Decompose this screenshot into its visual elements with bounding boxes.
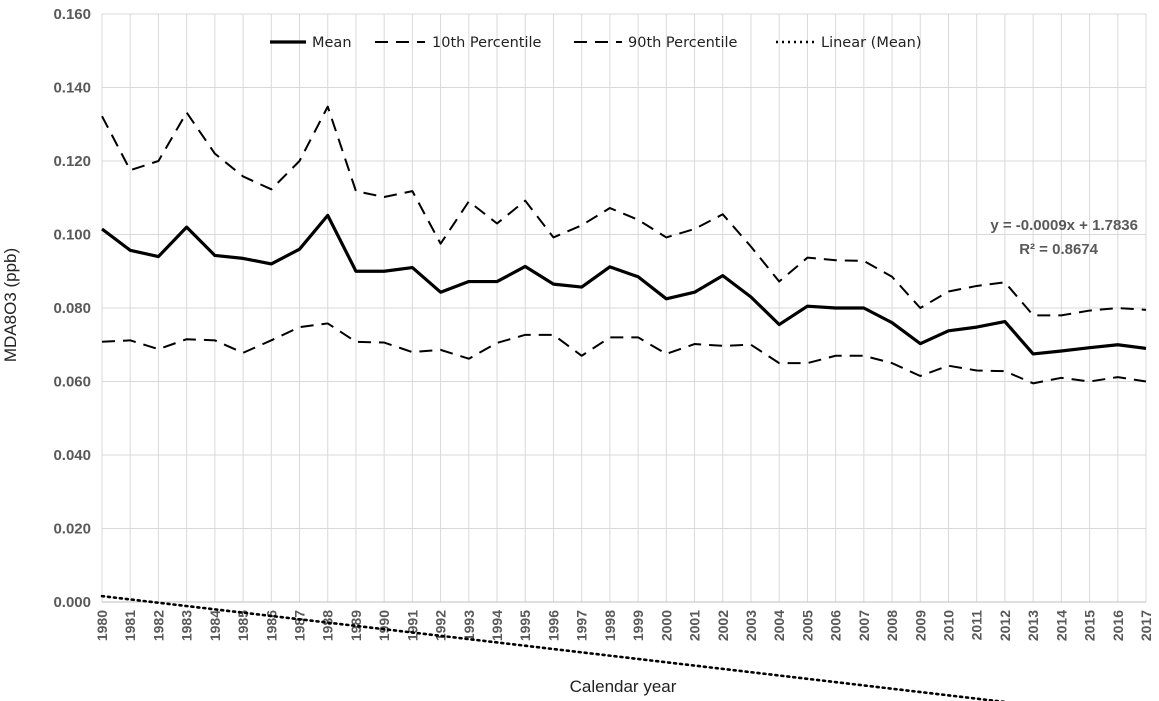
legend: Mean 10th Percentile 90th Percentile Lin… bbox=[270, 35, 922, 51]
x-tick-label: 1984 bbox=[207, 610, 223, 641]
x-tick-label: 2008 bbox=[884, 610, 900, 641]
x-tick-label: 1997 bbox=[574, 610, 590, 641]
x-tick-label: 2000 bbox=[658, 610, 674, 641]
y-tick-label: 0.060 bbox=[53, 374, 91, 391]
y-tick-label: 0.020 bbox=[53, 521, 91, 538]
x-tick-label: 1991 bbox=[404, 610, 420, 641]
x-tick-label: 2007 bbox=[856, 610, 872, 641]
series-line-10th-percentile bbox=[101, 322, 1147, 385]
x-tick-label: 2017 bbox=[1138, 610, 1154, 641]
y-tick-label: 0.120 bbox=[53, 153, 91, 170]
x-tick-label: 2005 bbox=[799, 610, 815, 641]
x-tick-label: 2014 bbox=[1053, 610, 1069, 641]
series-line-linear-mean bbox=[100, 594, 1008, 701]
x-tick-label: 1994 bbox=[489, 610, 505, 641]
x-tick-label: 1993 bbox=[461, 610, 477, 641]
x-tick-label: 2009 bbox=[912, 610, 928, 641]
y-tick-label: 0.140 bbox=[53, 80, 91, 97]
trendline-r-squared: R² = 0.8674 bbox=[1019, 241, 1098, 258]
x-tick-label: 2002 bbox=[715, 610, 731, 641]
x-tick-label: 1985 bbox=[235, 610, 251, 641]
series-line-mean bbox=[101, 213, 1147, 356]
x-axis-title: Calendar year bbox=[570, 677, 677, 696]
y-axis-ticks: 0.000 0.020 0.040 0.060 0.080 0.100 0.120 0.140… bbox=[53, 6, 91, 611]
y-tick-label: 0.000 bbox=[53, 594, 91, 611]
x-tick-label: 2010 bbox=[940, 610, 956, 641]
x-tick-label: 2006 bbox=[828, 610, 844, 641]
y-axis-title: MDA8O3 (ppb) bbox=[1, 248, 20, 362]
legend-label-90th-percentile: 90th Percentile bbox=[628, 35, 738, 51]
x-tick-label: 1998 bbox=[602, 610, 618, 641]
x-tick-label: 2016 bbox=[1110, 610, 1126, 641]
x-tick-label: 2004 bbox=[771, 610, 787, 641]
x-tick-label: 1989 bbox=[348, 610, 364, 641]
series-layer bbox=[100, 105, 1147, 701]
x-tick-label: 1981 bbox=[122, 610, 138, 641]
y-tick-label: 0.040 bbox=[53, 447, 91, 464]
gridlines bbox=[101, 13, 1147, 603]
x-tick-label: 2012 bbox=[997, 610, 1013, 641]
x-tick-label: 2001 bbox=[687, 610, 703, 641]
legend-label-linear-mean: Linear (Mean) bbox=[821, 35, 922, 51]
x-tick-label: 1988 bbox=[320, 610, 336, 641]
x-tick-label: 2003 bbox=[743, 610, 759, 641]
x-tick-label: 1992 bbox=[433, 610, 449, 641]
x-tick-label: 1990 bbox=[376, 610, 392, 641]
x-tick-label: 1982 bbox=[150, 610, 166, 641]
trendline-equation: y = -0.0009x + 1.7836 bbox=[990, 217, 1138, 234]
x-tick-label: 1995 bbox=[517, 610, 533, 641]
x-tick-label: 2013 bbox=[1025, 610, 1041, 641]
x-axis-ticks: 1980 1981 1982 1983 1984 1985 1986 1987 1988 1989… bbox=[94, 610, 1154, 641]
x-tick-label: 2015 bbox=[1082, 610, 1098, 641]
legend-label-10th-percentile: 10th Percentile bbox=[432, 35, 542, 51]
series-line-90th-percentile bbox=[101, 105, 1147, 317]
x-tick-label: 2011 bbox=[969, 610, 985, 641]
y-tick-label: 0.100 bbox=[53, 227, 91, 244]
x-tick-label: 1987 bbox=[292, 610, 308, 641]
x-tick-label: 1999 bbox=[630, 610, 646, 641]
legend-label-mean: Mean bbox=[312, 35, 352, 51]
y-tick-label: 0.160 bbox=[53, 6, 91, 23]
x-tick-label: 1996 bbox=[545, 610, 561, 641]
y-tick-label: 0.080 bbox=[53, 300, 91, 317]
x-tick-label: 1983 bbox=[179, 610, 195, 641]
x-tick-label: 1980 bbox=[94, 610, 110, 641]
